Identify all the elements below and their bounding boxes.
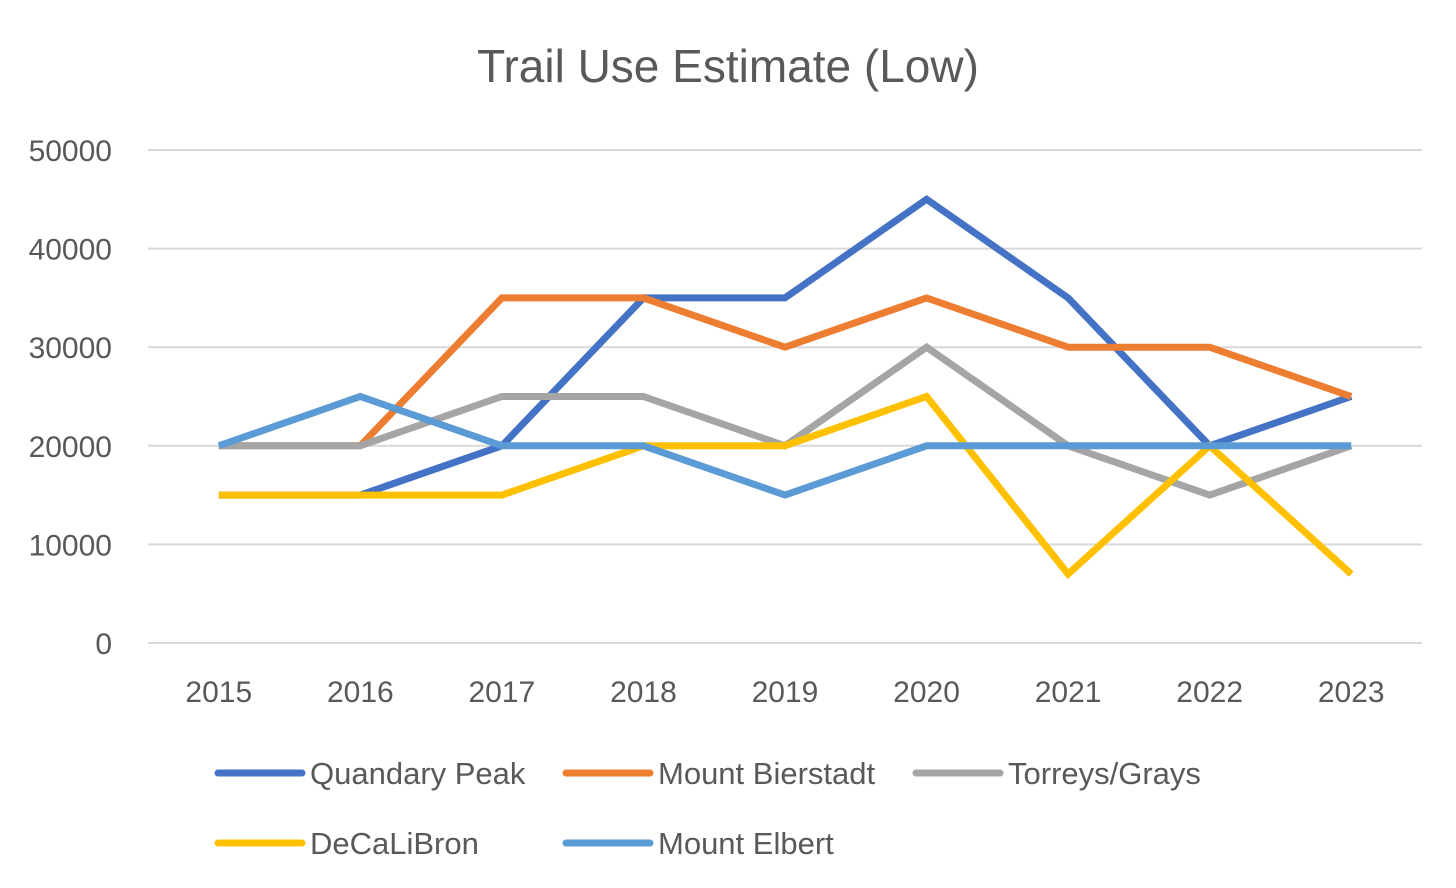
- y-tick-label: 30000: [29, 332, 112, 365]
- x-tick-label: 2020: [893, 676, 960, 709]
- legend: Quandary Peak Mount Bierstadt Torreys/Gray…: [214, 756, 1201, 861]
- gridlines: [148, 149, 1422, 644]
- series-line-mount-elbert: [217, 392, 1352, 499]
- series-lines: [217, 195, 1354, 580]
- x-tick-label: 2015: [185, 676, 252, 709]
- chart-title: Trail Use Estimate (Low): [477, 40, 979, 92]
- legend-item-torreys-grays: Torreys/Grays: [912, 756, 1201, 791]
- y-axis-ticks: 0 10000 20000 30000 40000 50000: [29, 135, 112, 661]
- legend-label: Mount Bierstadt: [658, 756, 875, 791]
- x-tick-label: 2018: [610, 676, 677, 709]
- y-tick-label: 10000: [29, 529, 112, 562]
- legend-label: Quandary Peak: [310, 756, 526, 791]
- x-tick-label: 2023: [1318, 676, 1385, 709]
- x-tick-label: 2022: [1176, 676, 1243, 709]
- x-tick-label: 2021: [1035, 676, 1102, 709]
- series-line-quandary-peak: [218, 195, 1353, 499]
- legend-item-quandary-peak: Quandary Peak: [214, 756, 526, 791]
- y-tick-label: 50000: [29, 135, 112, 168]
- x-tick-label: 2019: [752, 676, 819, 709]
- y-tick-label: 20000: [29, 431, 112, 464]
- legend-item-decalibron: DeCaLiBron: [214, 826, 479, 861]
- legend-label: DeCaLiBron: [310, 826, 479, 861]
- y-tick-label: 0: [95, 628, 112, 661]
- x-tick-label: 2017: [469, 676, 536, 709]
- legend-label: Torreys/Grays: [1008, 756, 1201, 791]
- series-line-decalibron: [218, 392, 1354, 580]
- legend-item-mount-bierstadt: Mount Bierstadt: [562, 756, 875, 791]
- legend-item-mount-elbert: Mount Elbert: [562, 826, 834, 861]
- x-tick-label: 2016: [327, 676, 394, 709]
- y-tick-label: 40000: [29, 234, 112, 267]
- series-line-mount-bierstadt: [218, 294, 1353, 450]
- legend-label: Mount Elbert: [658, 826, 834, 861]
- x-axis-ticks: 2015 2016 2017 2018 2019 2020 2021 2022 2023: [185, 676, 1384, 709]
